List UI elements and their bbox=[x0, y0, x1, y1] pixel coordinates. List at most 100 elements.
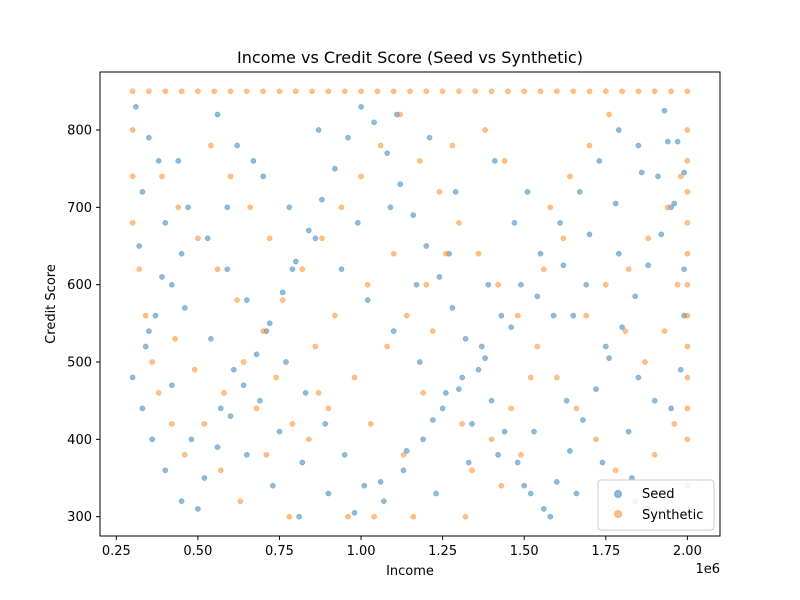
data-point-seed bbox=[155, 158, 162, 164]
x-axis-offset-label: 1e6 bbox=[695, 562, 720, 577]
data-point-synthetic bbox=[671, 421, 678, 427]
data-point-seed bbox=[227, 413, 234, 419]
data-point-seed bbox=[547, 513, 554, 520]
data-point-synthetic bbox=[195, 235, 201, 242]
data-point-seed bbox=[664, 138, 671, 145]
data-point-synthetic bbox=[345, 513, 351, 520]
data-point-seed bbox=[443, 390, 449, 396]
data-point-seed bbox=[668, 405, 674, 412]
data-point-synthetic bbox=[221, 390, 227, 396]
data-point-synthetic bbox=[289, 421, 296, 427]
data-point-seed bbox=[449, 305, 456, 311]
data-point-seed bbox=[423, 243, 430, 249]
data-point-synthetic bbox=[570, 88, 577, 95]
data-point-seed bbox=[178, 498, 185, 505]
data-point-seed bbox=[485, 281, 492, 288]
data-point-synthetic bbox=[129, 127, 136, 133]
data-point-seed bbox=[599, 459, 606, 466]
data-point-seed bbox=[560, 262, 567, 269]
data-point-synthetic bbox=[645, 235, 652, 242]
y-axis-label: Credit Score bbox=[44, 264, 59, 344]
data-point-seed bbox=[381, 498, 387, 505]
data-point-synthetic bbox=[403, 312, 410, 319]
data-point-synthetic bbox=[312, 343, 319, 350]
x-axis: 0.25 0.50 0.75 1.00 1.25 1.50 1.75 2.00 bbox=[102, 536, 702, 559]
data-point-synthetic bbox=[527, 374, 534, 381]
data-point-synthetic bbox=[276, 88, 283, 95]
data-point-seed bbox=[299, 459, 306, 466]
data-point-synthetic bbox=[351, 374, 358, 381]
data-point-seed bbox=[168, 281, 175, 288]
data-point-synthetic bbox=[159, 173, 165, 180]
data-point-seed bbox=[632, 293, 639, 300]
data-point-synthetic bbox=[684, 158, 691, 164]
y-tick-label: 700 bbox=[67, 201, 92, 216]
data-point-synthetic bbox=[253, 405, 260, 412]
data-point-seed bbox=[358, 103, 364, 110]
data-point-synthetic bbox=[195, 88, 201, 95]
data-point-synthetic bbox=[664, 204, 671, 211]
data-point-seed bbox=[671, 200, 678, 207]
data-point-seed bbox=[364, 297, 371, 303]
data-point-synthetic bbox=[684, 312, 691, 319]
data-point-synthetic bbox=[429, 328, 436, 334]
data-point-synthetic bbox=[602, 281, 609, 288]
data-point-synthetic bbox=[456, 88, 462, 95]
data-point-synthetic bbox=[162, 88, 169, 95]
data-point-synthetic bbox=[168, 421, 175, 427]
data-point-seed bbox=[677, 366, 684, 373]
data-point-synthetic bbox=[537, 88, 544, 95]
data-point-seed bbox=[214, 111, 221, 118]
data-point-seed bbox=[655, 173, 661, 180]
data-point-seed bbox=[557, 219, 563, 226]
data-point-synthetic bbox=[514, 312, 521, 319]
data-point-synthetic bbox=[684, 88, 691, 95]
data-point-synthetic bbox=[459, 421, 466, 427]
data-point-synthetic bbox=[439, 88, 446, 95]
data-point-seed bbox=[527, 490, 534, 497]
legend: Seed Synthetic bbox=[597, 479, 715, 531]
data-point-synthetic bbox=[319, 235, 325, 242]
data-point-synthetic bbox=[266, 235, 273, 242]
data-point-synthetic bbox=[488, 88, 495, 95]
data-point-synthetic bbox=[625, 266, 632, 273]
legend-label-seed: Seed bbox=[642, 487, 675, 502]
data-point-synthetic bbox=[263, 451, 270, 458]
data-point-seed bbox=[142, 343, 149, 350]
data-point-synthetic bbox=[642, 359, 648, 365]
data-point-seed bbox=[681, 266, 687, 273]
data-point-synthetic bbox=[553, 374, 560, 381]
data-point-seed bbox=[651, 397, 658, 404]
data-point-seed bbox=[351, 509, 358, 516]
data-point-seed bbox=[139, 189, 146, 195]
data-point-seed bbox=[387, 204, 394, 211]
data-point-seed bbox=[371, 119, 377, 126]
points-layer bbox=[129, 88, 691, 520]
data-point-seed bbox=[615, 250, 622, 257]
data-point-seed bbox=[593, 386, 599, 392]
data-point-seed bbox=[332, 165, 338, 172]
data-point-synthetic bbox=[234, 297, 240, 303]
data-point-seed bbox=[341, 451, 348, 458]
data-point-seed bbox=[658, 231, 665, 238]
data-point-synthetic bbox=[390, 250, 397, 257]
data-point-seed bbox=[456, 386, 462, 392]
data-point-seed bbox=[478, 343, 485, 350]
data-point-seed bbox=[586, 231, 593, 238]
data-point-seed bbox=[217, 405, 224, 412]
data-point-synthetic bbox=[684, 127, 691, 133]
data-point-seed bbox=[230, 366, 237, 373]
data-point-synthetic bbox=[420, 390, 426, 396]
x-tick-label: 1.00 bbox=[347, 544, 376, 559]
data-point-seed bbox=[188, 436, 195, 443]
data-point-synthetic bbox=[299, 266, 306, 273]
data-point-seed bbox=[583, 281, 590, 288]
data-point-synthetic bbox=[201, 421, 208, 427]
data-point-seed bbox=[185, 204, 191, 211]
data-point-seed bbox=[195, 506, 201, 512]
data-point-seed bbox=[459, 374, 466, 381]
plot-frame bbox=[99, 71, 721, 537]
data-point-seed bbox=[619, 324, 625, 331]
data-point-seed bbox=[292, 258, 299, 265]
